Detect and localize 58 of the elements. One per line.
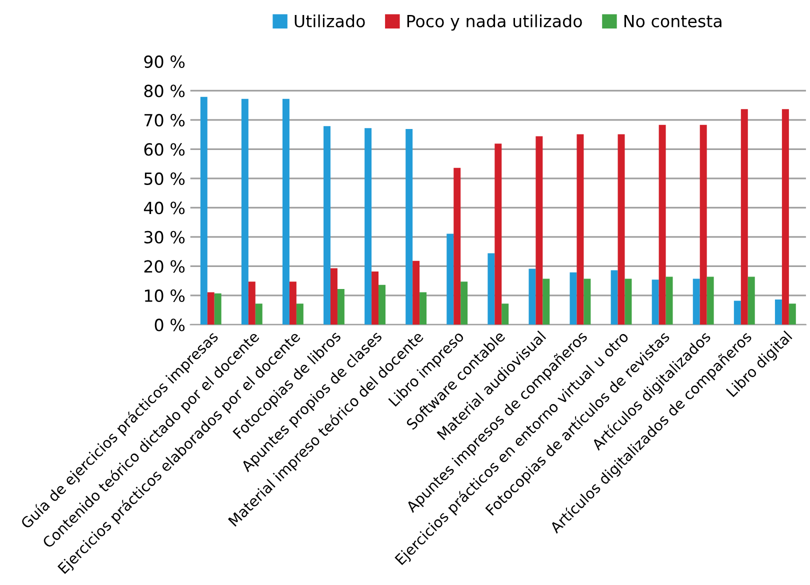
bar (734, 300, 741, 325)
bar (255, 304, 262, 325)
bar (700, 124, 707, 325)
bar (502, 304, 509, 325)
legend-label: No contesta (624, 15, 722, 28)
bar (460, 282, 468, 325)
bar (658, 124, 666, 325)
bar (774, 300, 782, 325)
bar (488, 253, 495, 325)
bar (494, 144, 502, 325)
bar (652, 280, 659, 325)
bar (782, 109, 789, 325)
bar (207, 292, 214, 325)
bar (296, 304, 304, 325)
bar (610, 270, 618, 325)
bar (542, 278, 550, 325)
bar (364, 128, 372, 325)
bar (241, 98, 248, 325)
bar (282, 98, 290, 325)
bar (666, 276, 673, 325)
bar (372, 271, 379, 325)
bar (420, 292, 427, 325)
bar (378, 284, 386, 325)
bar (788, 304, 796, 325)
bar (324, 126, 330, 325)
bar (412, 260, 420, 325)
bar (200, 96, 208, 325)
bar (330, 268, 338, 325)
y-tick-label: 80 % (144, 84, 185, 98)
bar (446, 234, 454, 325)
bar (454, 168, 461, 325)
bar (624, 278, 632, 325)
bar (248, 282, 256, 325)
y-tick-label: 50 % (144, 172, 185, 185)
bar (536, 136, 543, 325)
bar (214, 293, 222, 325)
y-tick-label: 70 % (144, 114, 185, 126)
legend-label: Poco y nada utilizado (407, 14, 582, 31)
bar (576, 134, 584, 325)
bar (406, 128, 413, 325)
bar (584, 278, 591, 325)
y-tick-label: 0 % (154, 318, 185, 332)
y-tick-label: 10 % (144, 289, 185, 302)
bar (289, 282, 296, 325)
bar (706, 276, 714, 325)
y-tick-label: 20 % (144, 260, 185, 273)
bar (692, 278, 700, 325)
y-tick-label: 40 % (144, 202, 185, 214)
bar (570, 272, 577, 325)
bar (618, 134, 625, 325)
y-tick-label: 60 % (144, 143, 185, 156)
bar (528, 268, 536, 325)
bar (337, 288, 344, 325)
bar (748, 276, 755, 325)
legend-label: Utilizado (294, 14, 365, 28)
bar (740, 109, 748, 325)
y-tick-label: 90 % (144, 55, 185, 68)
y-tick-label: 30 % (144, 230, 185, 244)
